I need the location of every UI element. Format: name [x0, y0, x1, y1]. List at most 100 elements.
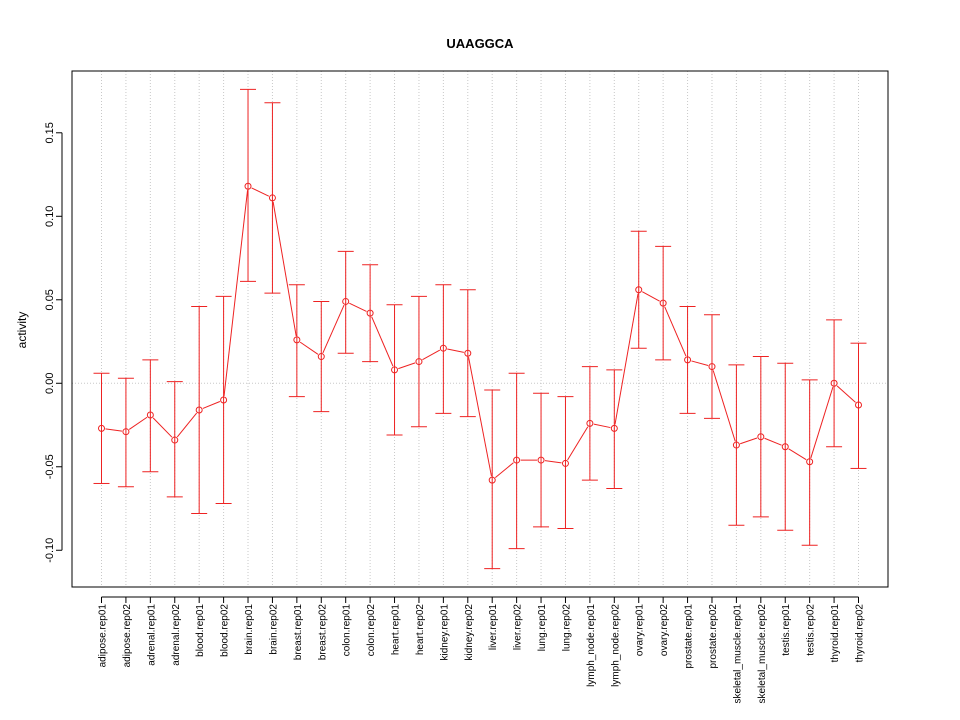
x-tick-label: adipose.rep02: [122, 604, 133, 668]
x-tick-label: lung.rep01: [537, 604, 548, 652]
data-point: [781, 443, 789, 451]
x-tick-label: adrenal.rep01: [146, 604, 157, 666]
data-point: [366, 309, 374, 317]
x-tick-label: breast.rep02: [317, 604, 328, 661]
x-tick-label: thyroid.rep01: [830, 604, 841, 663]
series-segment: [251, 187, 270, 197]
data-point: [195, 406, 203, 414]
y-tick-label: -0.10: [44, 538, 56, 563]
x-tick-label: liver.rep02: [513, 604, 524, 651]
data-point: [586, 419, 594, 427]
x-tick-label: ovary.rep01: [635, 604, 646, 657]
y-tick-label: 0.10: [44, 206, 56, 227]
data-point: [635, 286, 643, 294]
data-point: [561, 459, 569, 467]
series-segment: [788, 448, 807, 461]
data-point: [415, 358, 423, 366]
x-tick-label: kidney.rep02: [464, 604, 475, 661]
series-segment: [712, 370, 736, 442]
series-segment: [447, 348, 464, 353]
data-point: [855, 401, 862, 409]
x-tick-label: kidney.rep01: [439, 604, 450, 661]
x-tick-label: skeletal_muscle.rep01: [732, 604, 743, 704]
data-point: [537, 456, 545, 464]
data-point: [293, 336, 301, 344]
data-point: [244, 182, 252, 190]
data-point: [439, 344, 447, 352]
y-tick-label: -0.05: [44, 454, 56, 479]
x-tick-label: prostate.rep01: [684, 604, 695, 669]
series-segment: [105, 428, 123, 432]
y-tick-label: 0.05: [44, 289, 56, 310]
series-segment: [810, 386, 834, 459]
x-tick-label: brain.rep01: [244, 604, 255, 655]
y-tick-label: 0.15: [44, 122, 56, 143]
series-segment: [664, 306, 687, 357]
error-bars: [93, 88, 867, 570]
x-tick-label: colon.rep02: [366, 604, 377, 657]
series-segment: [567, 426, 589, 461]
series-segment: [223, 190, 249, 397]
x-tick-label: brain.rep02: [268, 604, 279, 655]
series-segment: [299, 341, 319, 355]
data-point: [98, 424, 105, 432]
series-segment: [593, 423, 611, 429]
data-point: [220, 396, 228, 404]
x-tick-label: testis.rep02: [806, 604, 817, 656]
series-segment: [152, 417, 173, 438]
series-segment: [202, 401, 221, 409]
x-tick-label: lymph_node.rep02: [610, 604, 621, 687]
series-segment: [764, 437, 782, 446]
series-segment: [371, 316, 394, 367]
data-point: [708, 363, 716, 371]
y-tick-label: 0.00: [44, 373, 56, 394]
data-point: [171, 436, 179, 444]
data-point: [391, 366, 399, 374]
series-segment: [322, 304, 345, 354]
series-segment: [494, 462, 514, 478]
series-segment: [422, 349, 441, 361]
x-tick-label: prostate.rep02: [708, 604, 719, 669]
grid-layer: [72, 71, 888, 587]
axes: -0.10 -0.05 0.00 0.05 0.10 0.15 adipose.rep01 a…: [44, 122, 866, 703]
data-point: [684, 356, 692, 364]
y-axis-label: activity: [15, 312, 29, 349]
data-point: [342, 297, 350, 305]
data-points: [98, 182, 862, 484]
x-tick-label: thyroid.rep02: [855, 604, 866, 663]
data-point: [268, 194, 276, 202]
data-point: [122, 428, 130, 436]
x-tick-label: liver.rep01: [488, 604, 499, 651]
x-tick-label: heart.rep01: [391, 604, 402, 656]
x-tick-label: blood.rep02: [220, 604, 231, 657]
series-line: [105, 187, 856, 478]
x-tick-label: blood.rep01: [195, 604, 206, 657]
data-point: [732, 441, 740, 449]
data-point: [806, 458, 814, 466]
x-tick-label: colon.rep01: [342, 604, 353, 657]
series-segment: [398, 362, 416, 370]
chart-title: UAAGGCA: [446, 36, 514, 51]
x-tick-label: breast.rep01: [293, 604, 304, 661]
data-point: [488, 476, 496, 484]
data-point: [757, 433, 765, 441]
x-tick-label: adipose.rep01: [98, 604, 109, 668]
series-segment: [614, 293, 639, 425]
data-point: [317, 353, 325, 361]
series-segment: [836, 385, 856, 403]
data-point: [464, 349, 472, 357]
data-point: [146, 411, 154, 419]
x-tick-label: ovary.rep02: [659, 604, 670, 657]
x-tick-label: adrenal.rep02: [171, 604, 182, 666]
x-tick-label: lymph_node.rep01: [586, 604, 597, 687]
series-segment: [544, 460, 562, 464]
series-segment: [349, 302, 367, 312]
series-segment: [176, 412, 198, 438]
series-segment: [272, 201, 297, 336]
plot-frame: [71, 70, 889, 588]
x-tick-label: testis.rep01: [781, 604, 792, 656]
series-segment: [641, 291, 660, 302]
data-point: [610, 424, 618, 432]
series-segment: [468, 357, 492, 477]
